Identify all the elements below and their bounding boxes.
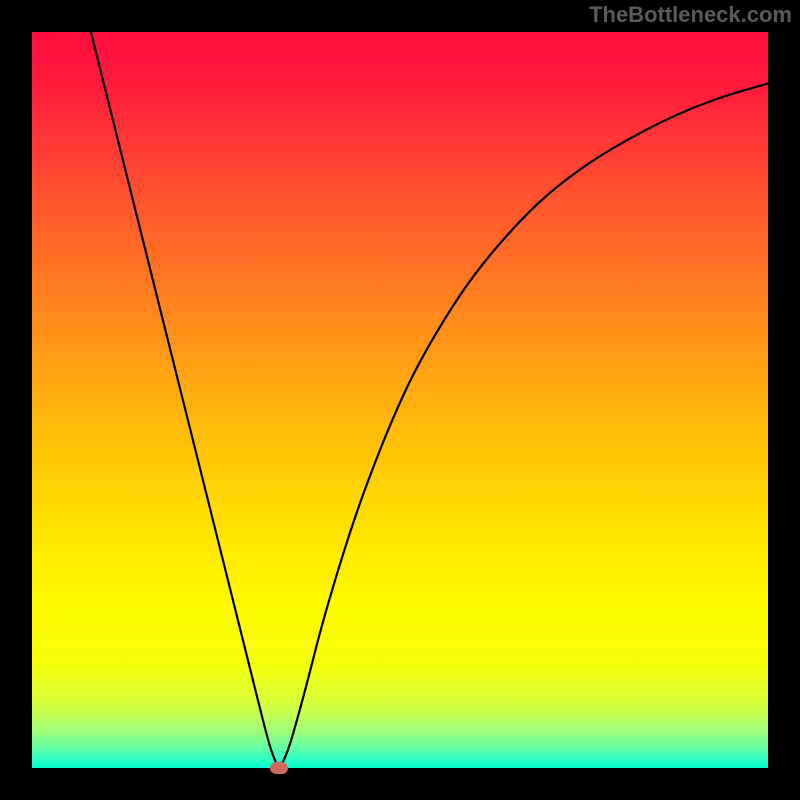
watermark-text: TheBottleneck.com: [589, 2, 792, 28]
chart-container: TheBottleneck.com: [0, 0, 800, 800]
bottleneck-curve: [32, 32, 768, 768]
plot-area: [32, 32, 768, 768]
minimum-marker: [270, 762, 288, 774]
